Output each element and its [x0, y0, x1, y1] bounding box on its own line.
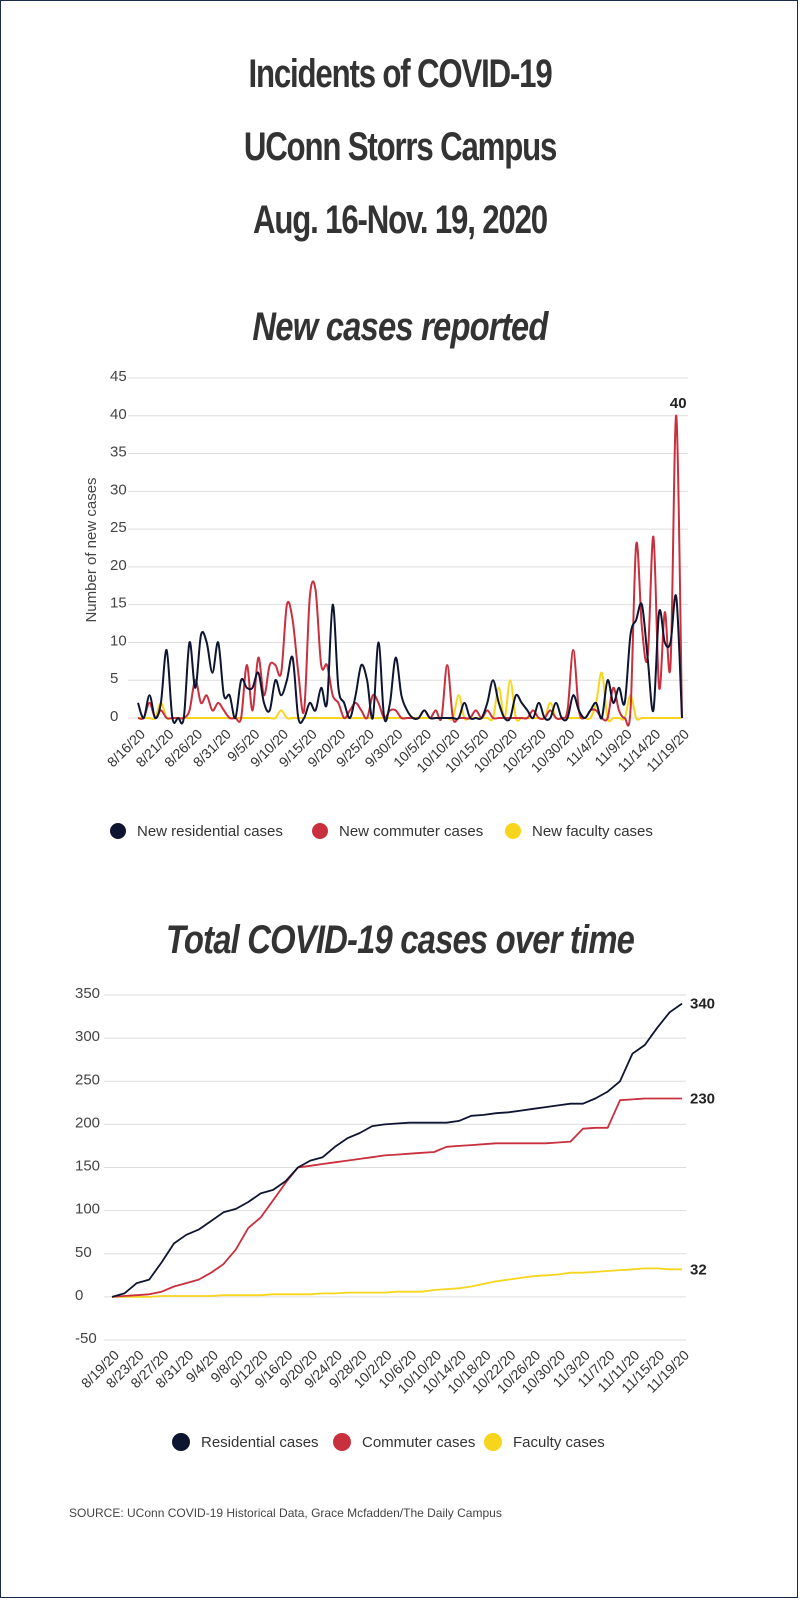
chart1-y-tick-label: 20: [110, 557, 127, 574]
chart2-x-ticks: 8/19/208/23/208/27/208/31/209/4/209/8/20…: [78, 1347, 692, 1397]
chart2-y-tick-label: 50: [75, 1244, 92, 1261]
chart2-y-tick-label: 200: [75, 1114, 100, 1131]
legend2-dot-commuter: [333, 1433, 351, 1451]
chart2-series-line-residential: [111, 1002, 683, 1298]
chart1-peak-label: 40: [670, 395, 687, 412]
chart1-y-tick-label: 35: [110, 444, 127, 461]
title-line-1: Incidents of COVID-19: [248, 52, 552, 96]
chart2-y-tick-label: 350: [75, 985, 100, 1002]
chart1-y-tick-label: 10: [110, 632, 127, 649]
chart2-end-label-residential: 340: [690, 996, 715, 1013]
chart2-gridlines: [104, 994, 686, 1341]
chart1-series: [137, 414, 683, 727]
chart1-x-ticks: 8/16/208/21/208/26/208/31/209/5/209/10/2…: [104, 726, 692, 776]
title-line-3: Aug. 16-Nov. 19, 2020: [253, 198, 548, 242]
chart2-y-ticks: -50 0 50 100 150 200 250 300 350: [75, 985, 100, 1347]
chart2-title: Total COVID-19 cases over time: [165, 918, 635, 962]
chart2-y-tick-label: -50: [75, 1330, 97, 1347]
chart1-y-tick-label: 5: [110, 670, 118, 687]
chart1-gridlines: [128, 377, 688, 719]
chart2-series-line-faculty: [112, 1267, 682, 1298]
legend2-label-residential: Residential cases: [201, 1434, 319, 1451]
chart2-y-tick-label: 150: [75, 1158, 100, 1175]
legend-dot-residential: [110, 823, 126, 839]
legend2-label-commuter: Commuter cases: [362, 1434, 475, 1451]
chart2-y-tick-label: 300: [75, 1028, 100, 1045]
chart2-y-tick-label: 100: [75, 1201, 100, 1218]
chart1-y-tick-label: 40: [110, 406, 127, 423]
chart2-end-label-faculty: 32: [690, 1261, 707, 1278]
chart1-y-axis-label: Number of new cases: [83, 477, 100, 622]
legend-label-faculty: New faculty cases: [532, 823, 653, 840]
chart1-title: New cases reported: [252, 305, 548, 349]
chart1-y-tick-label: 0: [110, 708, 118, 725]
chart2-series: [111, 1002, 683, 1298]
legend2-dot-faculty: [484, 1433, 502, 1451]
chart1-legend: New residential cases New commuter cases…: [110, 823, 653, 840]
chart2-legend: Residential cases Commuter cases Faculty…: [172, 1433, 605, 1451]
chart2-end-label-commuter: 230: [690, 1091, 715, 1108]
chart1-y-tick-label: 30: [110, 481, 127, 498]
chart2-y-tick-label: 0: [75, 1287, 83, 1304]
legend-label-residential: New residential cases: [137, 823, 283, 840]
new-cases-chart: 0 5 10 15 20 25 30 35 40 45 Number of new cases 8…: [83, 368, 692, 840]
chart1-y-tick-label: 15: [110, 595, 127, 612]
chart2-y-tick-label: 250: [75, 1071, 100, 1088]
legend2-label-faculty: Faculty cases: [513, 1434, 605, 1451]
legend-dot-commuter: [312, 823, 328, 839]
legend-label-commuter: New commuter cases: [339, 823, 483, 840]
legend-dot-faculty: [505, 823, 521, 839]
chart2-series-line-commuter: [111, 1097, 682, 1298]
chart1-y-tick-label: 45: [110, 368, 127, 385]
chart1-y-ticks: 0 5 10 15 20 25 30 35 40 45: [110, 368, 127, 725]
total-cases-chart: -50 0 50 100 150 200 250 300 350 340 230 32 8/19/2…: [75, 985, 715, 1451]
title-line-2: UConn Storrs Campus: [243, 125, 558, 169]
chart1-y-tick-label: 25: [110, 519, 127, 536]
legend2-dot-residential: [172, 1433, 190, 1451]
chart2-end-labels: 340 230 32: [690, 996, 715, 1279]
source-note: SOURCE: UConn COVID-19 Historical Data, …: [69, 1506, 502, 1520]
chart1-series-line-residential: [137, 594, 683, 725]
